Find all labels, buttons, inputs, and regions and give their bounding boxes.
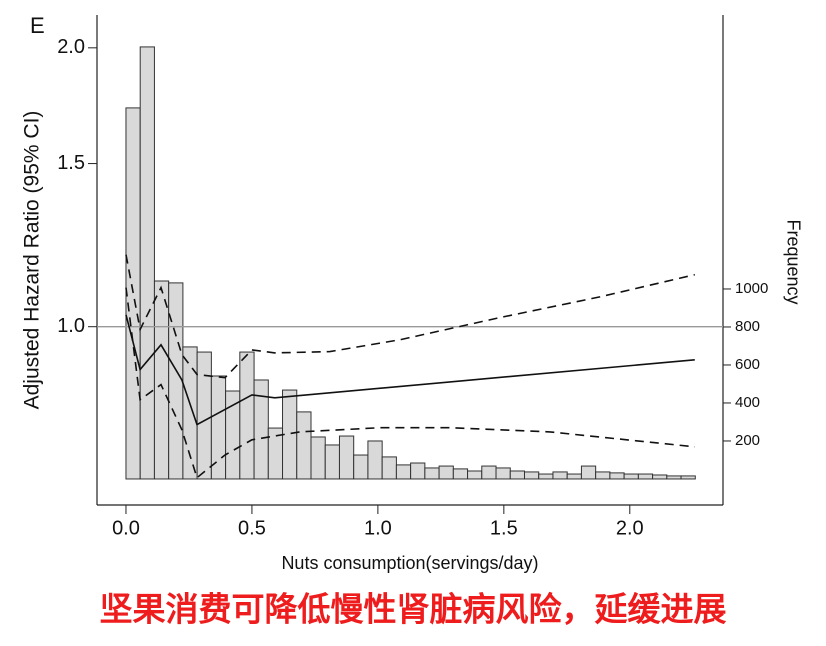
estimate-line [125,314,695,426]
ci-line [125,254,695,379]
histogram-bar [196,351,212,480]
histogram-bar [153,280,170,480]
x-tick-label: 2.0 [616,517,644,539]
histogram-bar [609,472,625,480]
histogram-bar [367,440,383,480]
histogram-bar [637,473,654,480]
histogram-bar [580,465,597,480]
y2-tick-label: 600 [735,356,760,373]
histogram-bar [523,471,540,480]
histogram-bar [438,465,454,480]
histogram-bar [125,107,141,480]
histogram-bar [595,471,611,480]
histogram-bar [652,474,668,480]
histogram-bar [225,390,241,480]
histogram-bar [353,454,369,480]
panel-label: E [30,13,45,38]
y2-tick-label: 800 [735,318,760,335]
histogram-bar [509,470,525,480]
y-axis-label: Adjusted Hazard Ratio (95% CI) [21,111,44,410]
histogram-bar [467,470,483,480]
histogram-bar [296,411,312,480]
histogram-bar [395,464,412,480]
histogram-bar [552,471,568,480]
y-tick-label: 1.5 [57,152,85,174]
histogram-bar [139,46,155,480]
x-tick-label: 1.5 [490,517,518,539]
histogram-bar [182,346,198,480]
y-tick-label: 1.0 [57,315,85,337]
y2-tick-label: 400 [735,394,760,411]
x-tick-label: 0.5 [238,517,266,539]
y-tick-label: 2.0 [57,36,85,58]
histogram-bar [410,462,426,480]
histogram-bar [623,473,639,480]
y2-tick-label: 1000 [735,280,768,297]
histogram-bar [239,351,255,480]
histogram-bar [381,456,397,480]
ci-line [125,287,695,480]
y2-tick-label: 200 [735,432,760,449]
histogram-bar [424,467,440,480]
caption: 坚果消费可降低慢性肾脏病风险，延缓进展 [100,591,727,628]
histogram-bar [168,282,184,480]
histogram-bar [538,473,554,480]
histogram-bar [566,473,582,480]
histogram-bar [495,467,511,480]
histogram-bar [680,475,696,480]
histogram-bar [452,468,469,480]
x-axis-label: Nuts consumption(servings/day) [281,553,538,573]
histogram-bar [666,475,682,480]
histogram-bar [481,465,497,480]
histogram-bar [338,435,355,480]
histogram-bar [324,444,340,480]
x-tick-label: 1.0 [364,517,392,539]
y2-axis-label: Frequency [783,219,803,304]
x-tick-label: 0.0 [112,517,140,539]
histogram-bar [310,436,326,480]
